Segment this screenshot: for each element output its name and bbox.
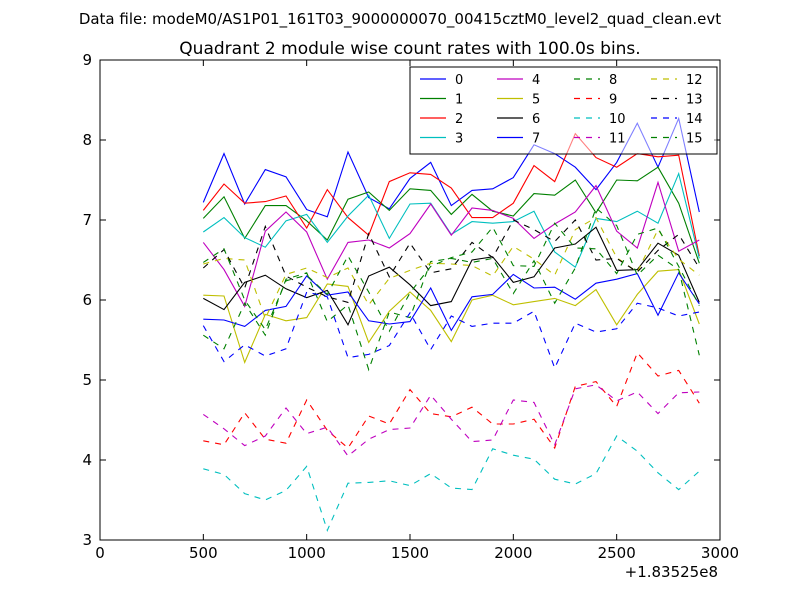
x-tick-label: 2000 (494, 544, 532, 562)
series-line-6 (203, 226, 700, 327)
legend-label: 7 (532, 132, 540, 147)
y-tick-label: 6 (82, 291, 92, 309)
series-line-11 (202, 384, 700, 457)
legend-label: 3 (455, 132, 463, 147)
series-line-0 (202, 116, 700, 218)
series-line-12 (203, 216, 700, 320)
legend-label: 6 (532, 112, 540, 127)
series-line-2 (202, 132, 700, 257)
series-line-10 (203, 435, 700, 532)
series-line-7 (203, 271, 700, 332)
chart-suptitle: Data file: modeM0/AS1P01_161T03_90000000… (79, 10, 721, 29)
legend-label: 14 (686, 112, 703, 127)
x-tick-label: 1500 (391, 544, 429, 562)
legend-label: 5 (532, 93, 540, 108)
series-line-8 (202, 207, 700, 372)
y-tick-label: 5 (82, 371, 92, 389)
legend-label: 1 (455, 93, 463, 108)
legend-box (409, 66, 718, 155)
legend-label: 13 (686, 93, 703, 108)
chart-title: Quadrant 2 module wise count rates with … (179, 39, 640, 59)
plot-lines (202, 116, 700, 532)
legend-label: 11 (609, 132, 626, 147)
x-tick-label: 0 (95, 544, 105, 562)
y-tick-label: 3 (82, 531, 92, 549)
axis-ticks: 0 500 1000 1500 2000 2500 3000 3 4 5 6 7 8 9 (82, 51, 739, 562)
series-line-15 (202, 222, 700, 333)
x-tick-label: 500 (189, 544, 218, 562)
x-tick-label: 1000 (288, 544, 326, 562)
series-line-4 (202, 180, 700, 308)
series-line-5 (203, 269, 700, 364)
x-tick-label: 2500 (598, 544, 636, 562)
y-tick-label: 7 (82, 211, 92, 229)
series-line-1 (202, 166, 700, 264)
legend-label: 0 (455, 73, 463, 88)
series-line-14 (202, 291, 700, 370)
legend-label: 9 (609, 93, 617, 108)
series-line-9 (203, 351, 700, 450)
y-tick-label: 4 (82, 451, 92, 469)
legend-label: 4 (532, 73, 540, 88)
x-tick-label: 3000 (701, 544, 739, 562)
legend-label: 15 (686, 132, 703, 147)
x-offset-label: +1.83525e8 (625, 563, 718, 581)
legend-label: 10 (609, 112, 626, 127)
legend-label: 12 (686, 73, 703, 88)
legend-label: 8 (609, 73, 617, 88)
y-tick-label: 9 (82, 51, 92, 69)
legend-label: 2 (455, 112, 463, 127)
y-tick-label: 8 (82, 131, 92, 149)
